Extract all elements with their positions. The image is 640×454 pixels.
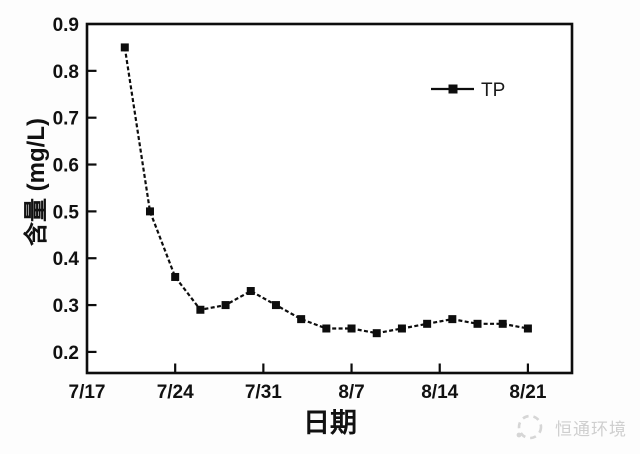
x-tick-label: 8/21 [509,382,546,403]
tp-data-point-marker [372,329,381,338]
y-tick-label: 0.7 [53,109,79,130]
x-tick-label: 7/17 [69,382,106,403]
y-axis-ticks: 0.2 0.3 0.4 0.5 0.6 0.7 0.8 0.9 [53,15,97,364]
tp-data-point-marker [246,287,255,296]
x-tick-label: 7/31 [245,382,282,403]
tp-data-point-marker [423,319,432,328]
plot-frame [85,22,574,375]
tp-data-point-marker [145,207,154,216]
y-tick-label: 0.2 [53,343,79,364]
legend-label: TP [481,80,505,101]
tp-data-point-marker [473,319,482,328]
tp-data-point-marker [498,319,507,328]
tp-data-point-marker [221,301,230,310]
y-tick-label: 0.5 [53,202,80,223]
watermark-text: 恒通环境 [555,419,627,439]
watermark-logo-icon [516,414,543,440]
x-tick-label: 8/14 [421,382,458,403]
y-tick-label: 0.3 [53,296,79,317]
y-axis-title: 含量 (mg/L) [22,118,50,246]
x-axis-ticks: 7/17 7/24 7/31 8/7 8/14 8/21 [69,363,547,403]
legend: TP [431,80,505,101]
x-axis-title: 日期 [303,408,357,438]
y-tick-label: 0.8 [53,62,79,83]
tp-data-point-marker [271,301,280,310]
x-tick-label: 7/24 [157,382,194,403]
legend-marker-sample [448,84,458,94]
tp-data-point-marker [347,324,356,333]
watermark: 恒通环境 [512,409,627,445]
tp-data-series [120,43,532,338]
y-tick-label: 0.9 [53,15,79,36]
tp-data-point-marker [397,324,406,333]
x-tick-label: 8/7 [338,382,364,403]
y-tick-label: 0.6 [53,156,79,177]
plot-frame-border [85,22,574,375]
tp-data-point-marker [523,324,532,333]
tp-data-point-marker [448,315,457,324]
tp-data-point-marker [322,324,331,333]
y-tick-label: 0.4 [53,249,80,270]
tp-data-point-marker [196,305,205,314]
tp-data-point-marker [297,315,306,324]
tp-data-point-marker [120,43,129,52]
tp-data-point-marker [171,272,180,281]
